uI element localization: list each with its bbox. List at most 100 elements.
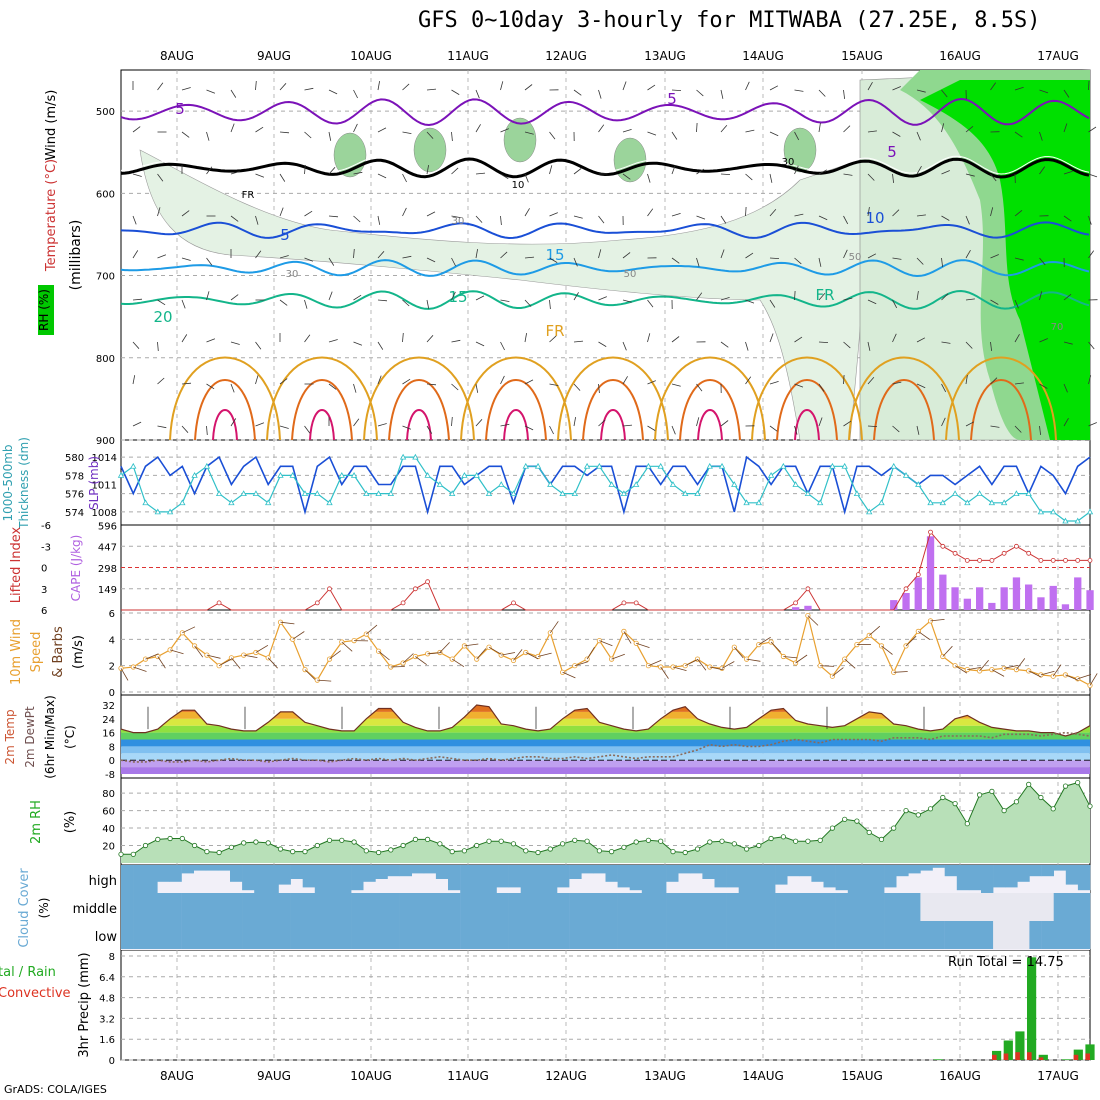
ylabel-barbs: & Barbs bbox=[51, 626, 66, 678]
wind-barb bbox=[255, 126, 264, 133]
wind10m-barb bbox=[795, 654, 808, 664]
wind10m-barb bbox=[488, 646, 502, 655]
precip-total-bar bbox=[1003, 1040, 1013, 1060]
wind-barb bbox=[353, 294, 362, 301]
cloud-bar-low bbox=[1053, 921, 1067, 949]
date-label-top: 12AUG bbox=[545, 49, 587, 63]
rh-line-point bbox=[829, 825, 836, 831]
cloud-bar-low bbox=[508, 921, 521, 949]
thickness-ytick: 576 bbox=[65, 490, 84, 501]
wind10m-barb bbox=[954, 665, 968, 674]
cloud-bar-middle bbox=[654, 893, 667, 921]
rh-line-point bbox=[1062, 783, 1069, 789]
wind-barb bbox=[377, 375, 382, 385]
cloud-bar-high bbox=[859, 865, 873, 893]
wind-barb bbox=[524, 333, 527, 343]
cloud-bar-high bbox=[847, 865, 861, 893]
cape-bar bbox=[1025, 584, 1033, 610]
wind-barb bbox=[377, 173, 387, 179]
cloud-bar-middle bbox=[508, 893, 521, 921]
rh-line-point bbox=[1050, 806, 1056, 812]
cloud-bar-high bbox=[593, 865, 606, 874]
cloud-bar-low bbox=[714, 921, 727, 949]
cloud-bar-middle bbox=[811, 893, 824, 921]
wind10m-barb bbox=[660, 666, 669, 679]
cloud-bar-high bbox=[266, 865, 279, 893]
rh-cell bbox=[503, 117, 537, 163]
li-ytick: 0 bbox=[41, 564, 47, 575]
wind10m-barb bbox=[267, 657, 278, 669]
ylabel-millibars: (millibars) bbox=[68, 220, 84, 291]
thickness-line-point bbox=[350, 472, 358, 478]
li-point bbox=[1014, 543, 1019, 549]
wind-barb bbox=[181, 257, 191, 261]
wind-barb bbox=[1088, 375, 1092, 385]
upper-wind-barbs bbox=[132, 80, 1098, 436]
wind-barb bbox=[965, 375, 968, 385]
wind-barb bbox=[1014, 209, 1023, 217]
wind-barb bbox=[157, 425, 167, 429]
wind-barb bbox=[769, 299, 776, 308]
wind10m-barb bbox=[513, 649, 523, 661]
thickness-line-point bbox=[853, 490, 861, 497]
cloud-bar-low bbox=[133, 921, 146, 949]
cloud-bar-high bbox=[968, 865, 982, 891]
wind-barb bbox=[671, 165, 676, 175]
cloud-bar-middle bbox=[387, 893, 400, 921]
ylabel-cape: CAPE (J/kg) bbox=[69, 535, 83, 602]
contour-label: 5 bbox=[667, 90, 677, 108]
wind-barb bbox=[745, 299, 755, 304]
thickness-line-point bbox=[804, 490, 812, 497]
cape-bar bbox=[890, 600, 898, 610]
cape-bar bbox=[1086, 590, 1094, 610]
wind-barb bbox=[720, 173, 731, 175]
wind10m-barb bbox=[255, 644, 269, 653]
contour-30 bbox=[600, 409, 626, 441]
li-point bbox=[793, 600, 798, 606]
wind-barb bbox=[843, 297, 853, 301]
rh-line-point bbox=[1087, 803, 1093, 809]
cape-bar bbox=[926, 536, 935, 610]
rh-line-point bbox=[1038, 794, 1044, 801]
cloud-bar-low bbox=[532, 921, 546, 949]
date-label-bottom: 8AUG bbox=[160, 1069, 194, 1083]
contour-30 bbox=[309, 409, 335, 441]
rh-line-point bbox=[780, 834, 787, 840]
wind-barb bbox=[451, 416, 453, 427]
ylabel-speed: Speed bbox=[29, 632, 44, 673]
cloud-bar-low bbox=[1017, 921, 1030, 949]
wind-barb bbox=[1014, 425, 1022, 433]
thickness-line-point bbox=[731, 481, 738, 487]
panel-frame-precip bbox=[120, 949, 1091, 1061]
rh-line-point bbox=[645, 837, 652, 843]
wind-barb bbox=[132, 375, 136, 385]
wind-barb bbox=[426, 131, 434, 139]
cloud-bar-middle bbox=[460, 893, 473, 921]
cloud-bar-middle bbox=[339, 893, 352, 921]
cloud-bar-high bbox=[205, 865, 219, 871]
rh-line-point bbox=[915, 812, 921, 818]
wind-barb bbox=[304, 164, 306, 175]
ylabel-lifted-index: Lifted Index bbox=[9, 526, 24, 603]
li-ytick: -3 bbox=[41, 542, 51, 553]
wind-barb bbox=[622, 299, 632, 303]
wind-barb bbox=[867, 341, 871, 351]
rh-line-point bbox=[584, 838, 590, 844]
wind-barb bbox=[720, 89, 724, 99]
cloud-bar-high bbox=[278, 865, 291, 885]
thickness-line-point bbox=[326, 499, 333, 506]
cloud-bar-middle bbox=[738, 893, 752, 921]
cloud-bar-high bbox=[690, 865, 703, 874]
wind-barb bbox=[1039, 257, 1046, 266]
wind-barb bbox=[255, 173, 265, 178]
thickness-line-point bbox=[265, 499, 272, 506]
cloud-bar-low bbox=[242, 921, 255, 949]
cloud-bar-middle bbox=[351, 893, 364, 921]
wind-barb bbox=[132, 173, 142, 177]
wind-barb bbox=[769, 381, 779, 385]
temp-band bbox=[121, 739, 1090, 747]
cloud-bar-low bbox=[593, 921, 606, 949]
wind-barb bbox=[892, 299, 898, 309]
wind-barb bbox=[622, 424, 633, 427]
wind-barb bbox=[353, 89, 358, 99]
